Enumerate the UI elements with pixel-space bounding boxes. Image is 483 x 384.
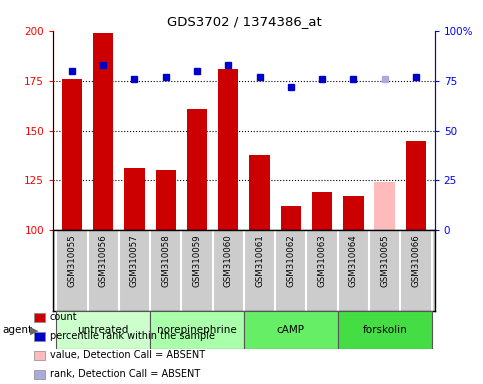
- Text: count: count: [50, 313, 77, 323]
- Bar: [93, 33, 114, 230]
- Text: forskolin: forskolin: [362, 325, 407, 335]
- Text: cAMP: cAMP: [277, 325, 305, 335]
- Bar: [150, 311, 244, 349]
- Text: untreated: untreated: [77, 325, 129, 335]
- Text: GSM310059: GSM310059: [193, 234, 201, 287]
- Bar: [281, 207, 301, 230]
- Title: GDS3702 / 1374386_at: GDS3702 / 1374386_at: [167, 15, 321, 28]
- Text: GSM310066: GSM310066: [412, 234, 420, 287]
- Bar: [312, 192, 332, 230]
- Bar: [406, 141, 426, 230]
- Text: norepinephrine: norepinephrine: [157, 325, 237, 335]
- Bar: [34, 370, 45, 379]
- Bar: [56, 311, 150, 349]
- Bar: [34, 351, 45, 360]
- Text: GSM310055: GSM310055: [68, 234, 76, 287]
- Text: ▶: ▶: [30, 325, 39, 335]
- Bar: [343, 197, 364, 230]
- Text: GSM310061: GSM310061: [255, 234, 264, 287]
- Bar: [34, 313, 45, 322]
- Text: GSM310064: GSM310064: [349, 234, 358, 287]
- Bar: [34, 332, 45, 341]
- Text: GSM310060: GSM310060: [224, 234, 233, 287]
- Bar: [187, 109, 207, 230]
- Text: GSM310056: GSM310056: [99, 234, 108, 287]
- Bar: [338, 311, 432, 349]
- Bar: [249, 154, 270, 230]
- Text: GSM310063: GSM310063: [318, 234, 327, 287]
- Bar: [62, 79, 82, 230]
- Text: percentile rank within the sample: percentile rank within the sample: [50, 331, 214, 341]
- Text: GSM310057: GSM310057: [130, 234, 139, 287]
- Text: value, Detection Call = ABSENT: value, Detection Call = ABSENT: [50, 351, 205, 361]
- Text: rank, Detection Call = ABSENT: rank, Detection Call = ABSENT: [50, 369, 200, 379]
- Bar: [218, 69, 239, 230]
- Text: GSM310062: GSM310062: [286, 234, 295, 287]
- Bar: [374, 182, 395, 230]
- Text: GSM310065: GSM310065: [380, 234, 389, 287]
- Text: GSM310058: GSM310058: [161, 234, 170, 287]
- Bar: [124, 169, 144, 230]
- Bar: [156, 170, 176, 230]
- Bar: [244, 311, 338, 349]
- Text: agent: agent: [2, 325, 32, 335]
